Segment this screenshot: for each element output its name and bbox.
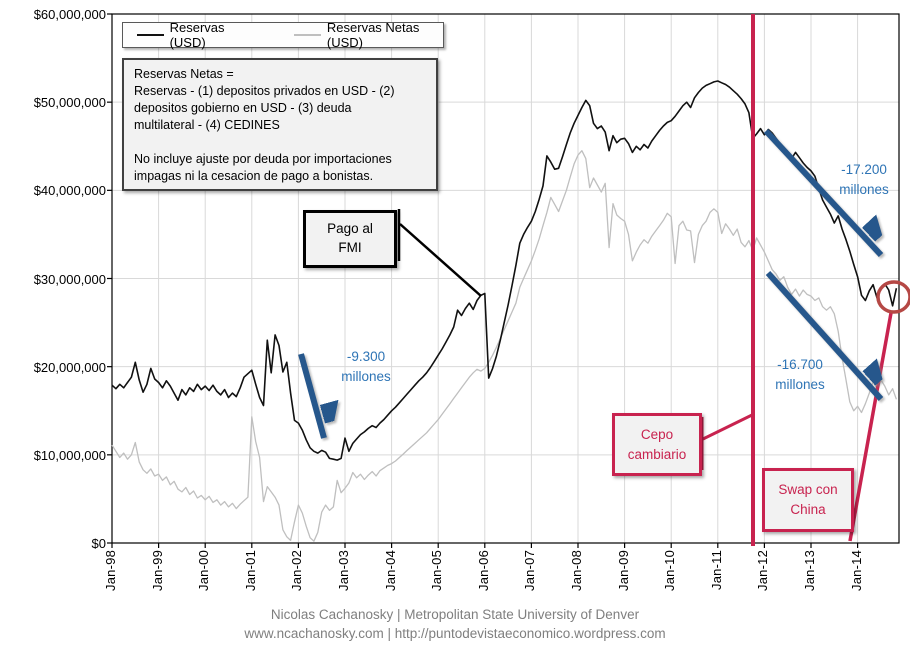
y-tick-label: $20,000,000 xyxy=(33,359,106,375)
x-tick-label: Jan-11 xyxy=(708,550,724,590)
x-tick-label: Jan-06 xyxy=(475,550,491,591)
x-tick-label: Jan-01 xyxy=(242,550,258,591)
x-tick-label: Jan-12 xyxy=(755,550,771,591)
x-tick-label: Jan-14 xyxy=(848,550,864,591)
netas-line-swatch xyxy=(294,34,321,36)
axis-ticks xyxy=(107,13,859,548)
drop-2002-label: -9.300 millones xyxy=(341,349,391,385)
legend-item-netas[interactable]: Reservas Netas (USD) xyxy=(294,20,437,50)
y-tick-label: $50,000,000 xyxy=(33,95,106,111)
pago-fmi-connector xyxy=(397,209,482,297)
reservas-line-swatch xyxy=(137,34,164,36)
endpoint-highlight-circle xyxy=(876,280,910,314)
cepo-cambiario-callout: Cepo cambiario xyxy=(612,413,702,476)
x-tick-label: Jan-99 xyxy=(149,550,165,591)
y-tick-label: $60,000,000 xyxy=(33,7,106,22)
x-tick-label: Jan-10 xyxy=(662,550,678,591)
pago-al-fmi-callout: Pago al FMI xyxy=(303,210,397,268)
swap-con-china-callout: Swap con China xyxy=(762,468,854,532)
drop-reservas-label: -17.200 millones xyxy=(839,162,889,198)
y-tick-label: $0 xyxy=(91,536,106,551)
x-tick-label: Jan-07 xyxy=(522,550,538,591)
x-tick-label: Jan-05 xyxy=(429,550,445,591)
x-tick-label: Jan-08 xyxy=(569,550,584,591)
series-line-netas xyxy=(111,150,898,542)
swap-box-connector xyxy=(848,312,893,542)
netas-definition-note: Reservas Netas = Reservas - (1) deposito… xyxy=(122,58,438,191)
legend[interactable]: Reservas (USD) Reservas Netas (USD) xyxy=(122,20,444,50)
x-tick-label: Jan-02 xyxy=(289,550,305,591)
y-tick-label: $30,000,000 xyxy=(33,271,106,287)
x-tick-label: Jan-09 xyxy=(615,550,631,591)
author-credit: Nicolas Cachanosky | Metropolitan State … xyxy=(270,607,640,622)
y-tick-label: $10,000,000 xyxy=(33,447,106,463)
x-tick-label: Jan-03 xyxy=(336,550,351,591)
cepo-box-connector xyxy=(700,413,753,470)
drop-arrow-reservas xyxy=(763,128,881,258)
legend-label-netas: Reservas Netas (USD) xyxy=(326,20,420,50)
x-tick-label: Jan-00 xyxy=(196,550,212,591)
x-tick-label: Jan-98 xyxy=(103,550,118,591)
legend-label-reservas: Reservas (USD) xyxy=(169,20,225,50)
drop-netas-label: -16.700 millones xyxy=(775,357,825,393)
x-tick-label: Jan-04 xyxy=(382,550,398,591)
drop-arrows xyxy=(298,128,881,439)
legend-item-reservas[interactable]: Reservas (USD) xyxy=(137,20,248,50)
y-tick-label: $40,000,000 xyxy=(33,183,106,199)
source-links[interactable]: www.ncachanosky.com | http://puntodevist… xyxy=(244,626,666,641)
drop-arrow-2002 xyxy=(298,353,324,439)
drop-arrow-netas xyxy=(765,270,881,402)
x-tick-label: Jan-13 xyxy=(802,550,817,591)
